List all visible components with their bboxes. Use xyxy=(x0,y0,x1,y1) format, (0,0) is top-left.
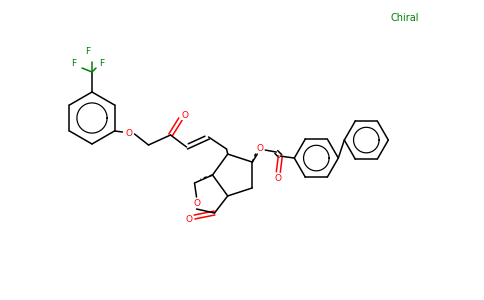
Text: O: O xyxy=(257,144,264,153)
Text: O: O xyxy=(125,128,132,137)
Text: F: F xyxy=(72,59,76,68)
Text: O: O xyxy=(181,110,188,119)
Text: O: O xyxy=(185,214,192,224)
Text: O: O xyxy=(275,174,282,183)
Text: F: F xyxy=(99,59,105,68)
Text: F: F xyxy=(86,47,91,56)
Text: O: O xyxy=(193,199,200,208)
Text: Chiral: Chiral xyxy=(391,13,419,23)
